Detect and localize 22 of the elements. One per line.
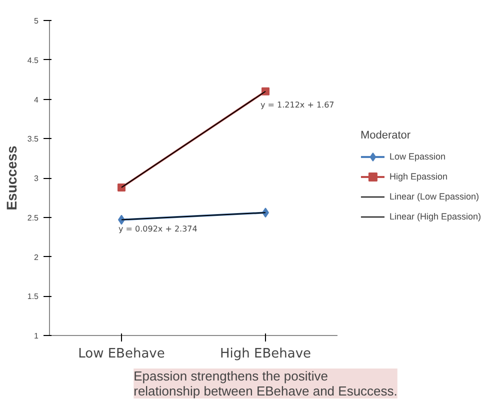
legend-label: Linear (High Epassion) — [389, 210, 481, 223]
text: Epassion strengthens the positive relationship between EBehave and Esuccess. — [134, 368, 398, 398]
y-tick-label: 4 — [34, 95, 40, 104]
y-tick-label: 5 — [34, 16, 40, 26]
y-tick-label: 4.5 — [27, 56, 40, 65]
y-tick-label: 3.5 — [27, 134, 40, 144]
y-tick-label: 1.5 — [27, 292, 40, 302]
legend-label: Linear (Low Epassion) — [389, 190, 480, 203]
y-axis-title: Esuccess — [3, 145, 20, 210]
point — [262, 87, 270, 96]
annotation: y = 0.092x + 2.374 — [118, 224, 198, 234]
x-tick-label: High EBehave — [220, 346, 312, 362]
y-tick-label: 1 — [34, 332, 40, 340]
legend-label: High Epassion — [389, 170, 448, 183]
x-tick-label: Low EBehave — [78, 346, 165, 362]
legend-label: Low Epassion — [389, 150, 446, 163]
point — [118, 183, 126, 192]
y-tick-label: 2 — [34, 252, 40, 262]
y-tick-label: 2.5 — [27, 213, 40, 222]
legend-title: Moderator — [360, 129, 412, 141]
annotation: y = 1.212x + 1.67 — [260, 100, 334, 110]
y-tick-label: 3 — [34, 174, 40, 183]
